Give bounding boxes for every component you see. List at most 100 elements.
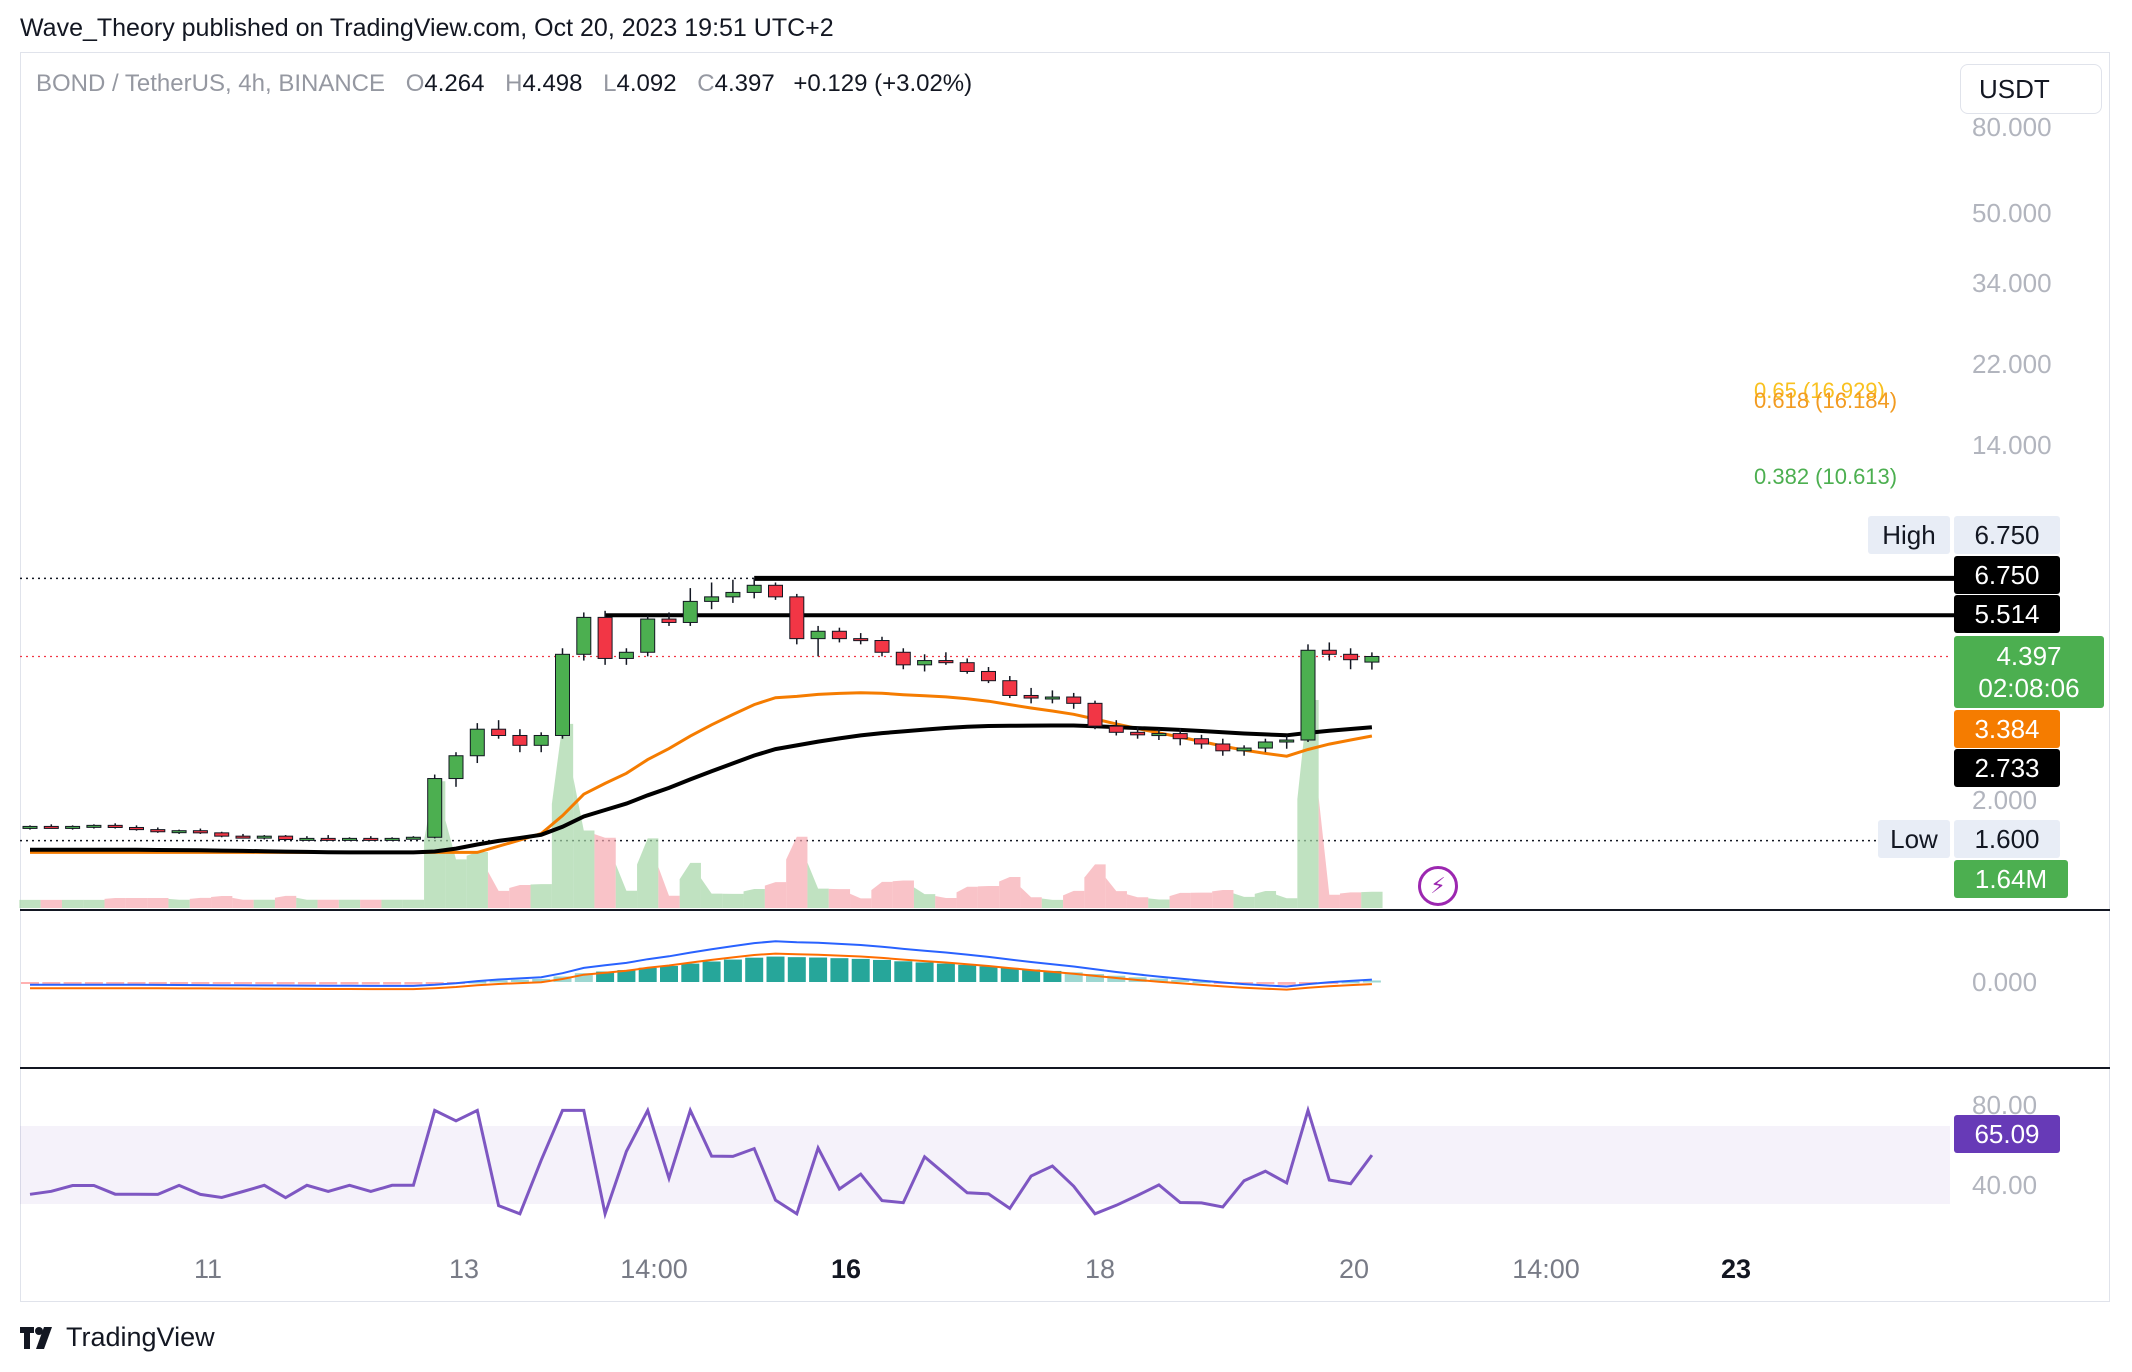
macd-histogram-bar (787, 957, 806, 982)
macd-histogram-bar (766, 956, 785, 982)
candle-body (981, 670, 996, 682)
macd-histogram-bar (979, 966, 998, 982)
candle-body (661, 618, 677, 623)
macd-histogram-bar (255, 982, 274, 985)
volume-bar (125, 897, 148, 908)
macd-histogram-bar (851, 958, 870, 982)
macd-histogram-bar (21, 982, 39, 984)
volume-bar (1233, 893, 1255, 908)
volume-bar (871, 881, 893, 908)
macd-histogram-bar (234, 982, 252, 985)
macd-histogram-bar (873, 959, 891, 982)
close-key: C (697, 70, 715, 97)
volume-bar (786, 836, 808, 908)
candle-body (1172, 733, 1188, 740)
volume-bar (487, 871, 510, 908)
volume-bar (104, 898, 126, 908)
volume-bar (296, 897, 318, 908)
candle-body (1236, 747, 1252, 752)
rsi-value-tag: 65.09 (1954, 1115, 2060, 1153)
macd-histogram-bar (830, 958, 849, 982)
candle-body (1044, 696, 1060, 700)
last-price-tag: 4.397 02:08:06 (1954, 636, 2104, 708)
symbol-title[interactable]: BOND / TetherUS, 4h, BINANCE (36, 70, 386, 97)
macd-histogram-bar (532, 978, 551, 982)
candle-body (618, 651, 634, 659)
volume-bar (1190, 892, 1213, 908)
tradingview-logo[interactable]: TradingView (20, 1322, 215, 1353)
macd-histogram-bar (894, 961, 913, 982)
macd-histogram-bar (1299, 982, 1317, 984)
candle-body (789, 596, 805, 640)
volume-bar (637, 838, 659, 908)
volume-bar (807, 862, 829, 908)
macd-histogram-bar (596, 971, 615, 982)
volume-bar (445, 820, 467, 908)
candle-body (171, 830, 187, 834)
candle-body (129, 826, 144, 831)
fib-label-0618: 0.618 (16.184) (1754, 388, 1898, 413)
macd-axis-label: 0.000 (1972, 967, 2038, 997)
candle-body (725, 591, 741, 598)
candle-body (895, 651, 911, 666)
volume-bar (360, 899, 382, 908)
macd-histogram-bar (809, 957, 828, 982)
macd-histogram-bar (63, 982, 82, 984)
candle-body (86, 824, 102, 828)
macd-histogram-bar (510, 979, 529, 982)
volume-bar (19, 899, 41, 908)
tradingview-icon (20, 1326, 52, 1349)
volume-bar (1339, 892, 1362, 908)
volume-bar (1212, 890, 1234, 908)
volume-bar (1318, 797, 1340, 908)
candle-body (1002, 680, 1018, 696)
candle-body (831, 630, 847, 640)
candle-body (640, 618, 656, 653)
volume-bar (1063, 890, 1085, 908)
volume-bar (1148, 898, 1170, 908)
volume-bar (594, 834, 616, 908)
low-value: 4.092 (616, 70, 677, 97)
volume-bar (722, 893, 744, 908)
lightning-icon[interactable]: ⚡ (1418, 866, 1458, 906)
volume-bar (317, 899, 339, 908)
candle-body (1215, 743, 1231, 752)
volume-bar (913, 887, 936, 908)
candle-body (1108, 725, 1124, 733)
candle-body (1087, 702, 1103, 727)
macd-histogram-bar (1149, 978, 1168, 982)
candle-body (512, 734, 528, 746)
macd-histogram-bar (170, 982, 189, 984)
low-label: Low (1878, 820, 1950, 858)
candle-body (384, 837, 400, 841)
candle-body (1023, 694, 1039, 699)
x-axis-label: 23 (1720, 1254, 1752, 1284)
volume-bar (743, 888, 765, 908)
y-axis-label: 50.000 (1972, 198, 2052, 228)
change-value: +0.129 (+3.02%) (793, 70, 973, 97)
macd-histogram-bar (276, 982, 295, 985)
volume-bar (999, 876, 1021, 908)
volume-bar (232, 897, 254, 908)
x-axis-label: 16 (830, 1254, 862, 1284)
volume-bar (253, 899, 275, 908)
candle-body (682, 600, 698, 623)
volume-bar (189, 897, 212, 908)
candle-body (214, 832, 230, 837)
currency-button[interactable]: USDT (1960, 64, 2102, 114)
open-value: 4.264 (424, 70, 485, 97)
macd-histogram-bar (1277, 982, 1296, 985)
y-axis-label: 80.000 (1972, 112, 2052, 142)
candle-body (959, 662, 975, 672)
candle-body (299, 837, 315, 841)
volume-bar (61, 899, 84, 908)
ohlc-legend: BOND / TetherUS, 4h, BINANCE O4.264 H4.4… (36, 70, 972, 98)
macd-histogram-bar (1362, 980, 1381, 983)
candle-body (917, 660, 933, 666)
macd-histogram-bar (1341, 981, 1360, 984)
bar-countdown: 02:08:06 (1978, 673, 2080, 703)
x-axis-label: 14:00 (1512, 1254, 1580, 1284)
ema-slow-line (30, 723, 1373, 855)
y-axis-label: 2.000 (1972, 785, 2038, 815)
